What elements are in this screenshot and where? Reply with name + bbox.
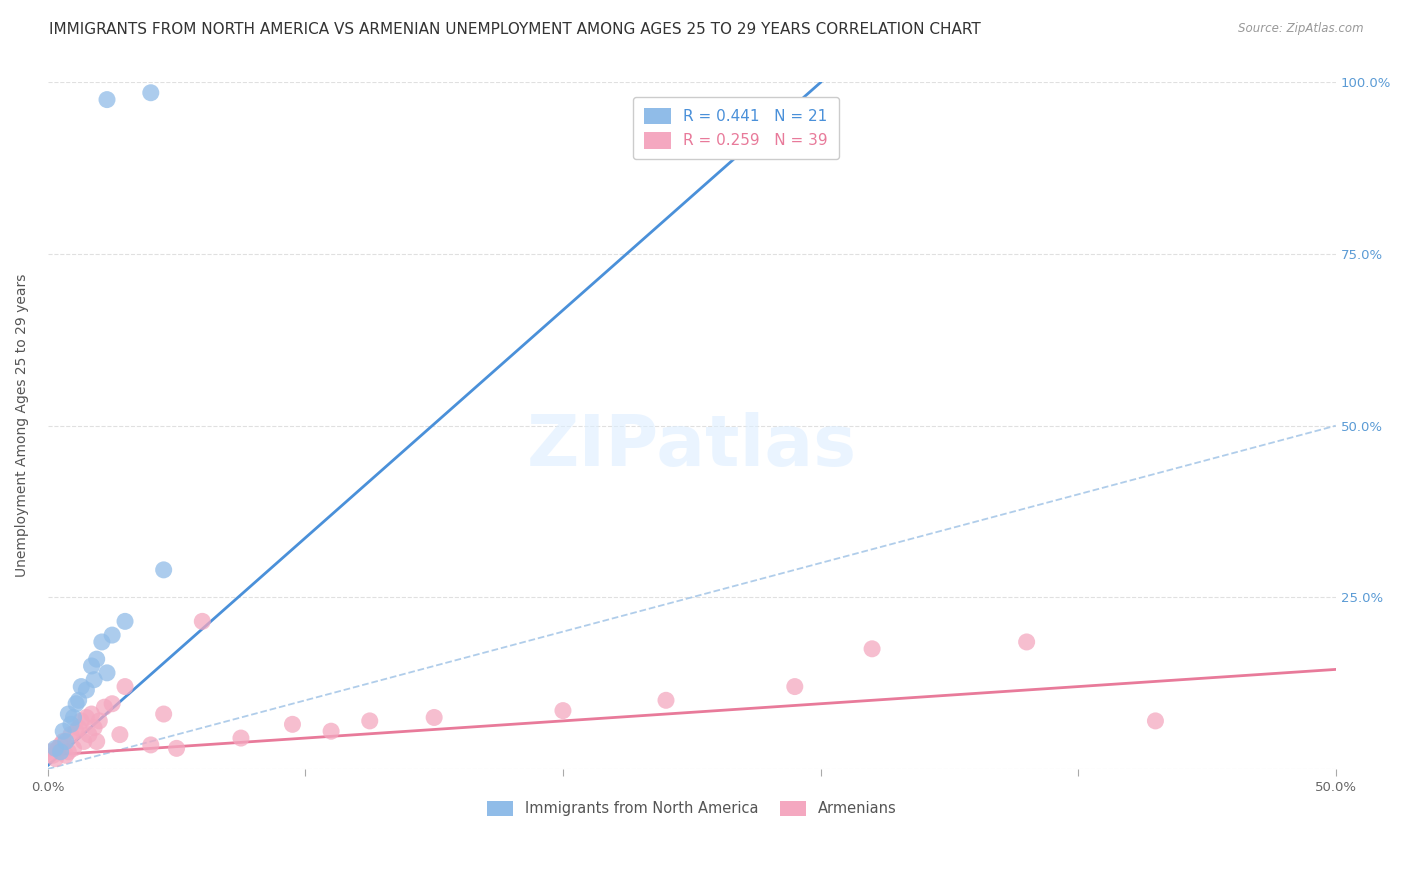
Point (101, 628, 124, 642)
Point (42, 748, 65, 763)
Point (67, 721, 90, 735)
Point (65, 697, 87, 711)
Point (65, 724, 87, 739)
Point (359, 714, 381, 728)
Point (114, 615, 136, 629)
Point (89, 714, 111, 728)
Point (44, 752, 66, 766)
Point (166, 741, 188, 756)
Point (860, 641, 883, 656)
Point (655, 693, 678, 707)
Point (281, 717, 304, 731)
Point (80, 659, 103, 673)
Point (86, 734, 108, 748)
Point (58, 745, 80, 759)
Point (1015, 635, 1038, 649)
Point (55, 748, 77, 763)
Point (96, 93, 118, 107)
Point (75, 710, 97, 724)
Point (96, 665, 118, 680)
Point (229, 731, 252, 745)
Point (139, 738, 162, 752)
Point (93, 700, 115, 714)
Point (75, 683, 97, 698)
Point (55, 734, 77, 748)
Point (139, 86, 162, 100)
Point (1144, 714, 1167, 728)
Point (52, 734, 75, 748)
Point (783, 680, 806, 694)
Point (46, 741, 69, 756)
Y-axis label: Unemployment Among Ages 25 to 29 years: Unemployment Among Ages 25 to 29 years (15, 274, 30, 577)
Point (152, 706, 174, 721)
Text: Source: ZipAtlas.com: Source: ZipAtlas.com (1239, 22, 1364, 36)
Point (321, 724, 343, 739)
Point (114, 680, 136, 694)
Point (39, 745, 62, 759)
Point (191, 615, 214, 629)
Point (70, 680, 93, 694)
Point (73, 734, 96, 748)
Point (58, 706, 80, 721)
Point (77, 728, 100, 742)
Point (59, 717, 82, 731)
Point (70, 714, 93, 728)
Point (62, 741, 84, 756)
Text: IMMIGRANTS FROM NORTH AMERICA VS ARMENIAN UNEMPLOYMENT AMONG AGES 25 TO 29 YEARS: IMMIGRANTS FROM NORTH AMERICA VS ARMENIA… (49, 22, 981, 37)
Point (551, 704, 574, 718)
Point (59, 728, 82, 742)
Point (108, 728, 131, 742)
Text: ZIPatlas: ZIPatlas (527, 412, 856, 481)
Legend: Immigrants from North America, Armenians: Immigrants from North America, Armenians (479, 794, 904, 823)
Point (49, 745, 72, 759)
Point (52, 724, 75, 739)
Point (101, 697, 124, 711)
Point (423, 710, 446, 724)
Point (83, 673, 105, 687)
Point (90, 635, 112, 649)
Point (49, 738, 72, 752)
Point (83, 721, 105, 735)
Point (62, 710, 84, 724)
Point (67, 693, 90, 707)
Point (152, 563, 174, 577)
Point (86, 652, 108, 666)
Point (44, 741, 66, 756)
Point (80, 706, 103, 721)
